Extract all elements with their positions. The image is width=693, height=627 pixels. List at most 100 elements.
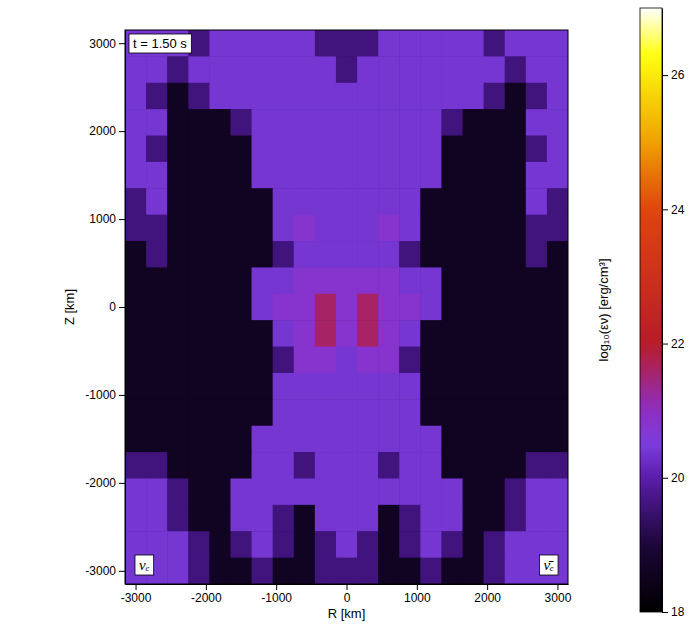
cell bbox=[209, 452, 231, 479]
cell bbox=[336, 83, 358, 110]
cell bbox=[336, 478, 358, 505]
cell bbox=[463, 426, 485, 453]
cell bbox=[399, 267, 421, 294]
cell bbox=[378, 241, 400, 268]
cell bbox=[357, 399, 379, 426]
cell bbox=[188, 558, 210, 584]
cell bbox=[230, 109, 252, 136]
cell bbox=[252, 531, 274, 558]
tick-label: -1000 bbox=[85, 388, 116, 402]
cell bbox=[505, 136, 527, 163]
colorbar bbox=[640, 8, 662, 612]
cell bbox=[167, 83, 189, 110]
cell bbox=[336, 162, 358, 189]
tick-mark bbox=[136, 584, 137, 590]
cell bbox=[484, 294, 506, 321]
cell bbox=[125, 188, 147, 215]
cell bbox=[125, 452, 147, 479]
cell bbox=[336, 320, 358, 347]
cell bbox=[420, 83, 442, 110]
tick: -1000 bbox=[85, 388, 125, 402]
cell bbox=[209, 109, 231, 136]
cell bbox=[378, 478, 400, 505]
cell bbox=[505, 215, 527, 242]
cell bbox=[441, 215, 463, 242]
cell bbox=[526, 426, 548, 453]
cell bbox=[273, 188, 295, 215]
cell bbox=[547, 109, 568, 136]
cell bbox=[441, 452, 463, 479]
cell bbox=[336, 267, 358, 294]
cell bbox=[463, 505, 485, 532]
cell bbox=[463, 109, 485, 136]
cell bbox=[209, 30, 231, 57]
cell bbox=[230, 452, 252, 479]
tick: 18 bbox=[662, 605, 685, 619]
cell bbox=[505, 558, 527, 584]
tick-label: -2000 bbox=[191, 591, 222, 605]
cell bbox=[357, 505, 379, 532]
cell bbox=[484, 83, 506, 110]
tick: -2000 bbox=[191, 584, 222, 605]
cell bbox=[209, 215, 231, 242]
cell bbox=[336, 373, 358, 400]
cell bbox=[146, 505, 168, 532]
cell bbox=[167, 109, 189, 136]
cell bbox=[420, 241, 442, 268]
plot-background bbox=[125, 30, 568, 584]
cell bbox=[378, 452, 400, 479]
cell bbox=[188, 373, 210, 400]
cell bbox=[252, 426, 274, 453]
cell bbox=[357, 241, 379, 268]
cell bbox=[209, 399, 231, 426]
cell bbox=[336, 452, 358, 479]
cell bbox=[336, 347, 358, 374]
cell bbox=[526, 188, 548, 215]
cell bbox=[526, 241, 548, 268]
cell bbox=[526, 399, 548, 426]
cell bbox=[167, 558, 189, 584]
tick: -1000 bbox=[261, 584, 292, 605]
cell bbox=[252, 505, 274, 532]
tick: 2000 bbox=[474, 584, 501, 605]
cell bbox=[399, 188, 421, 215]
cell bbox=[125, 215, 147, 242]
cell bbox=[336, 505, 358, 532]
tick-label: -3000 bbox=[121, 591, 152, 605]
cell bbox=[252, 478, 274, 505]
cell bbox=[125, 56, 147, 83]
cell bbox=[125, 136, 147, 163]
cell bbox=[188, 294, 210, 321]
cell bbox=[294, 136, 316, 163]
cell bbox=[399, 478, 421, 505]
cell bbox=[441, 478, 463, 505]
cell bbox=[357, 426, 379, 453]
tick-mark bbox=[662, 209, 668, 210]
colorbar-axis: 1820222426 bbox=[662, 9, 685, 620]
cell bbox=[484, 478, 506, 505]
cell bbox=[273, 531, 295, 558]
cell bbox=[399, 56, 421, 83]
annotation: ν̄ₑ bbox=[539, 555, 558, 575]
tick: 3000 bbox=[545, 584, 572, 605]
tick-mark bbox=[662, 344, 668, 345]
cell bbox=[463, 241, 485, 268]
tick-mark bbox=[206, 584, 207, 590]
cell bbox=[273, 505, 295, 532]
cell bbox=[125, 83, 147, 110]
cell bbox=[230, 347, 252, 374]
cell bbox=[273, 162, 295, 189]
tick: 1000 bbox=[89, 212, 125, 226]
cell bbox=[294, 426, 316, 453]
cell bbox=[526, 531, 548, 558]
cell bbox=[167, 320, 189, 347]
cell bbox=[336, 109, 358, 136]
cell bbox=[125, 505, 147, 532]
cell bbox=[146, 267, 168, 294]
cell bbox=[378, 347, 400, 374]
cell bbox=[230, 373, 252, 400]
cell bbox=[294, 56, 316, 83]
cell bbox=[315, 452, 337, 479]
cell bbox=[230, 267, 252, 294]
cell bbox=[441, 83, 463, 110]
